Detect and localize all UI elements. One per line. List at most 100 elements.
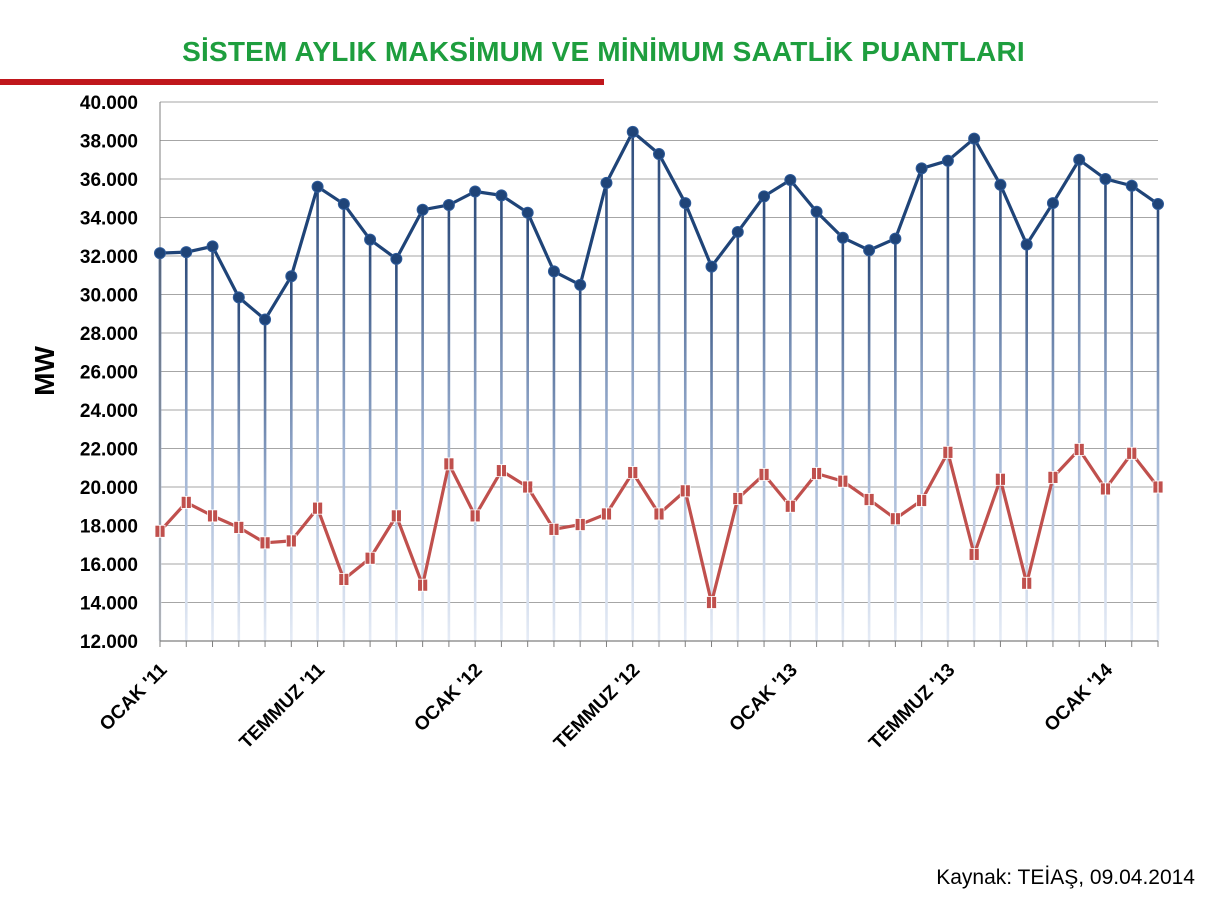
x-tick-labels: OCAK '11 TEMMUZ '11 OCAK '12 TEMMUZ '12 OCAK…	[96, 659, 1117, 753]
drop-line	[710, 266, 713, 641]
data-point	[626, 125, 639, 138]
y-tick-label: 28.000	[80, 324, 138, 345]
drop-line	[1104, 179, 1107, 641]
y-tick-label: 12.000	[80, 632, 138, 653]
drop-line	[972, 138, 976, 641]
drop-line	[841, 237, 845, 641]
drop-line	[631, 131, 635, 641]
data-point	[653, 147, 665, 160]
drop-line	[578, 284, 582, 641]
data-point	[1125, 179, 1138, 192]
drop-line	[683, 203, 687, 641]
drop-line	[316, 186, 319, 641]
x-tick-label: OCAK '14	[1041, 659, 1118, 736]
drop-line	[263, 319, 267, 641]
data-point	[495, 189, 508, 202]
y-tick-label: 30.000	[80, 286, 138, 307]
x-tick-label: OCAK '11	[96, 659, 172, 735]
data-point	[1020, 238, 1033, 251]
drop-line	[1156, 204, 1160, 641]
drop-line	[473, 191, 477, 641]
chart-title: SİSTEM AYLIK MAKSİMUM VE MİNİMUM SAATLİK…	[182, 36, 1025, 67]
data-point	[469, 185, 482, 198]
data-point	[1073, 153, 1086, 166]
drop-line	[946, 160, 950, 641]
drop-line	[368, 239, 372, 641]
y-axis-label: MW	[29, 346, 60, 396]
drop-line	[237, 297, 241, 641]
drop-line	[1077, 159, 1081, 641]
drop-line	[500, 195, 503, 642]
source-note: Kaynak: TEİAŞ, 09.04.2014	[936, 866, 1195, 889]
x-tick-label: OCAK '12	[410, 660, 486, 736]
drop-line	[920, 168, 923, 641]
drop-line	[605, 182, 608, 641]
y-tick-label: 18.000	[80, 517, 138, 538]
y-tick-labels: 12.000 14.000 16.000 18.000 20.000 22.000 24.0…	[80, 93, 138, 653]
x-tick-label: OCAK '13	[726, 660, 802, 736]
data-point	[390, 252, 403, 265]
data-point	[285, 270, 298, 283]
drop-line	[526, 212, 529, 641]
data-point	[1099, 173, 1112, 185]
data-point	[206, 240, 219, 253]
data-point	[915, 162, 928, 175]
y-tick-label: 16.000	[80, 555, 138, 576]
data-point	[994, 178, 1007, 191]
data-point	[442, 198, 455, 211]
data-point	[311, 180, 324, 193]
drop-line	[421, 209, 424, 642]
data-point	[547, 265, 560, 278]
drop-line	[184, 252, 188, 641]
drop-line	[867, 250, 871, 641]
drop-line	[395, 258, 398, 641]
data-point	[941, 154, 954, 167]
data-point	[364, 233, 377, 246]
data-point	[521, 206, 534, 219]
data-point	[600, 176, 613, 189]
y-tick-label: 40.000	[80, 93, 138, 114]
drop-line	[342, 204, 346, 641]
data-point	[679, 197, 692, 210]
data-point	[731, 225, 744, 238]
data-point	[810, 205, 823, 218]
axes	[159, 102, 1159, 647]
data-point	[337, 198, 350, 211]
drop-line	[999, 184, 1002, 641]
data-point	[180, 246, 193, 259]
drop-line	[552, 271, 556, 641]
data-point	[154, 247, 166, 260]
drop-line	[894, 238, 897, 642]
drop-line	[789, 179, 792, 641]
data-point	[863, 244, 876, 257]
drop-line	[762, 196, 766, 641]
drop-line	[211, 246, 214, 641]
y-tick-label: 24.000	[80, 401, 138, 422]
y-tick-label: 36.000	[80, 170, 138, 191]
drop-line	[736, 231, 740, 641]
x-tick-label: TEMMUZ '13	[865, 660, 959, 754]
drop-line	[1025, 244, 1028, 641]
data-point	[259, 313, 272, 326]
drop-line	[1130, 185, 1134, 642]
data-point	[1152, 198, 1164, 211]
data-point	[705, 260, 718, 273]
x-tick-label: TEMMUZ '12	[550, 660, 644, 754]
y-tick-label: 22.000	[80, 440, 138, 461]
y-tick-label: 14.000	[80, 594, 138, 615]
drop-line	[815, 211, 818, 641]
y-tick-label: 20.000	[80, 478, 138, 499]
data-point	[968, 132, 981, 145]
y-tick-label: 38.000	[80, 132, 138, 153]
drop-line	[657, 153, 661, 641]
y-tick-label: 34.000	[80, 209, 138, 230]
data-point	[836, 231, 849, 244]
title-underline	[0, 79, 604, 85]
drop-line	[1051, 203, 1055, 641]
data-point	[1046, 197, 1059, 210]
data-point	[758, 190, 771, 203]
y-tick-label: 32.000	[80, 247, 138, 268]
data-point	[574, 278, 587, 291]
series	[154, 125, 1164, 609]
